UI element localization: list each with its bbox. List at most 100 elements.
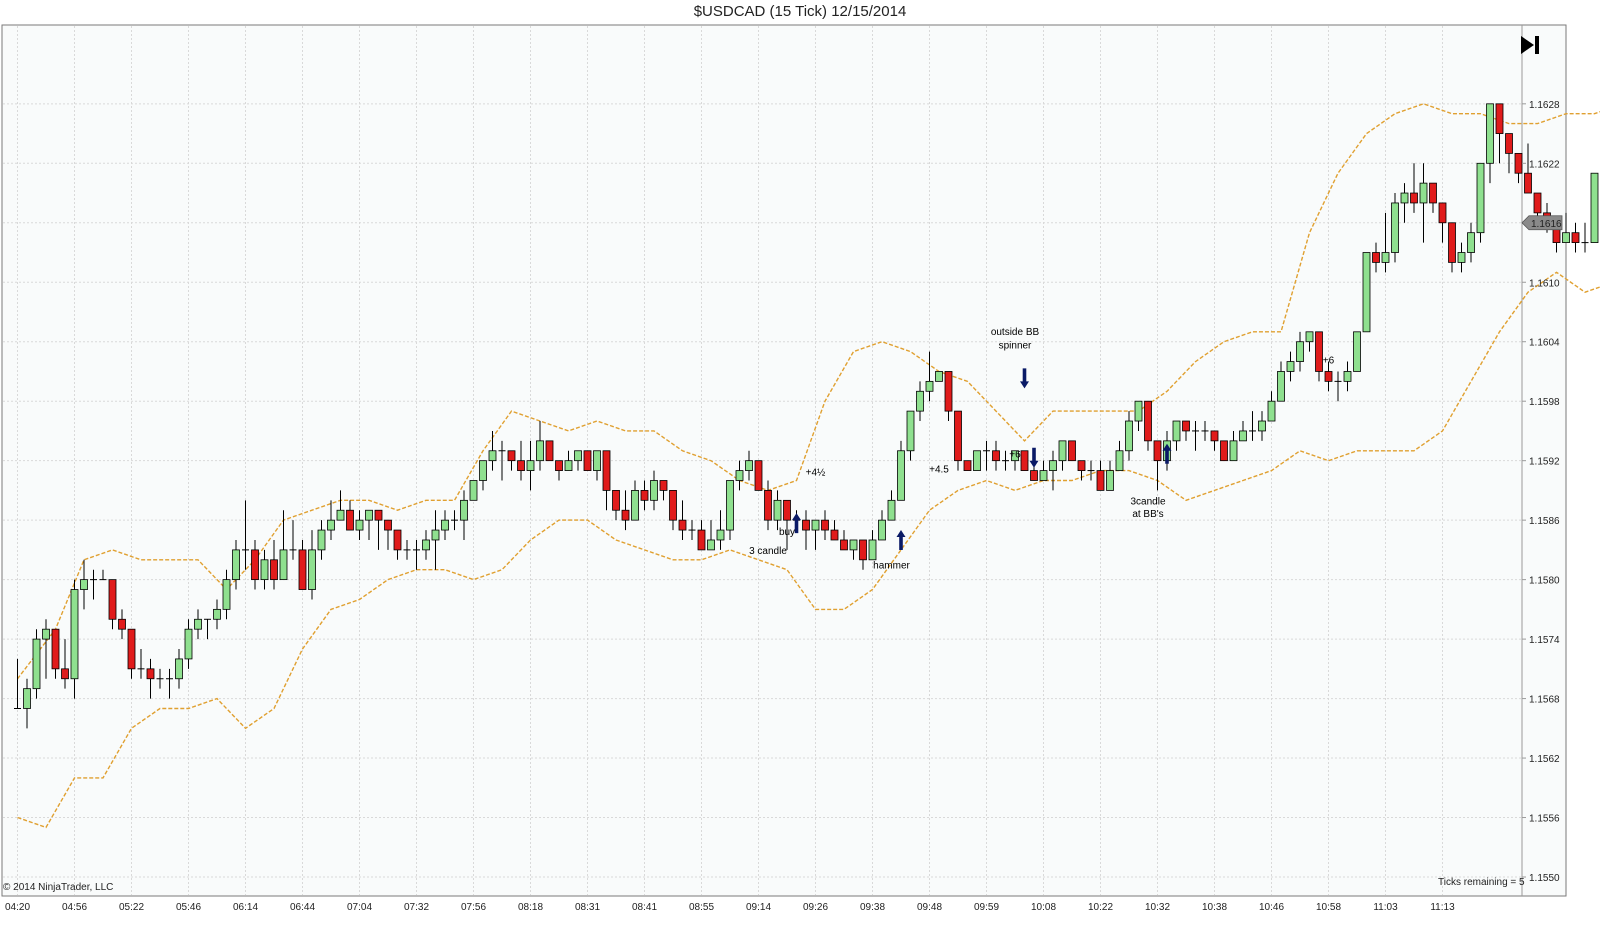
candle: [14, 658, 21, 709]
candle-body: [1448, 222, 1456, 263]
candle: [213, 599, 221, 630]
chart-annotation: 3candle: [1130, 496, 1165, 507]
candle: [507, 450, 516, 471]
candle-body: [61, 668, 69, 680]
annotations: 3 candle buy +4½ hammer +4.5 outside BB spinne…: [749, 327, 1335, 572]
candle-body: [1277, 371, 1285, 402]
last-price-label: 1.1616: [1531, 219, 1562, 230]
x-tick-label: 09:48: [917, 902, 942, 913]
candle-body: [298, 549, 307, 590]
candle: [659, 480, 668, 501]
candle: [1020, 450, 1029, 471]
candle: [640, 480, 649, 511]
x-tick-label: 04:20: [5, 902, 30, 913]
candle: [146, 658, 155, 699]
buy-arrow-icon: [1162, 443, 1172, 464]
candle-body: [1410, 192, 1418, 204]
candle-body: [707, 539, 715, 551]
candle: [1343, 361, 1352, 392]
candle-body: [80, 579, 88, 590]
candle-body: [735, 470, 744, 481]
candle: [479, 460, 487, 491]
candle-body: [602, 450, 611, 491]
bollinger-bands: [16, 103, 1600, 829]
candle-body: [1362, 252, 1371, 333]
candle: [1049, 450, 1057, 491]
candle-body: [1505, 133, 1513, 154]
candle-body: [726, 480, 734, 531]
copyright-text: © 2014 NinjaTrader, LLC: [3, 882, 114, 893]
candle: [1087, 460, 1095, 481]
candle: [935, 371, 943, 382]
candle-body: [887, 499, 896, 521]
candle: [1077, 460, 1086, 481]
x-tick-label: 08:18: [518, 902, 543, 913]
candle-body: [355, 519, 364, 531]
candle: [859, 539, 867, 570]
candle: [545, 440, 554, 462]
candle: [90, 569, 97, 600]
candle-body: [640, 490, 649, 501]
candle: [166, 668, 173, 699]
candle: [460, 490, 468, 540]
candle: [678, 500, 687, 540]
candle-body: [1533, 192, 1542, 214]
candle-body: [697, 529, 706, 551]
y-tick-label: 1.1622: [1529, 159, 1560, 170]
candle: [897, 440, 905, 501]
candle: [878, 510, 886, 541]
candle-body: [32, 638, 41, 690]
candle: [650, 470, 658, 511]
candle: [1096, 460, 1105, 491]
candle-body: [1381, 252, 1390, 263]
candle-body: [146, 668, 155, 680]
candle: [108, 579, 117, 630]
candle: [1249, 411, 1256, 441]
candle: [593, 450, 601, 481]
candle: [1229, 430, 1238, 462]
candle-body: [621, 509, 630, 521]
candle-body: [840, 539, 848, 551]
candle: [1571, 222, 1580, 253]
x-tick-label: 08:41: [632, 902, 657, 913]
candle: [1362, 252, 1371, 333]
candle: [517, 440, 525, 481]
candle: [260, 549, 269, 590]
candle-body: [222, 579, 231, 610]
x-tick-label: 10:58: [1316, 902, 1341, 913]
candle: [51, 628, 60, 679]
chart-annotation: +6: [1323, 356, 1335, 367]
skip-to-end-icon[interactable]: [1518, 34, 1542, 56]
candle: [317, 520, 326, 560]
candle-body: [935, 371, 943, 382]
candle: [194, 609, 202, 640]
candle-body: [70, 589, 79, 680]
candle-body: [1068, 440, 1076, 462]
candle-body: [650, 480, 658, 501]
candle-body: [1134, 400, 1143, 422]
candle-body: [1562, 232, 1570, 243]
candle-body: [745, 460, 753, 471]
candle-body: [422, 539, 430, 551]
candle-body: [194, 618, 202, 630]
candle: [1324, 361, 1333, 392]
candle: [764, 480, 772, 531]
candle-body: [1324, 371, 1333, 382]
candle: [279, 510, 288, 581]
x-tick-label: 06:44: [290, 902, 315, 913]
y-tick-label: 1.1568: [1529, 695, 1560, 706]
candle-body: [1011, 450, 1019, 462]
candle-body: [441, 519, 449, 531]
candle: [631, 480, 639, 521]
candle-body: [469, 480, 478, 501]
candle: [954, 410, 962, 471]
candle-body: [659, 480, 668, 491]
candle: [973, 450, 981, 471]
candle-body: [1391, 202, 1399, 253]
y-tick-label: 1.1580: [1529, 576, 1560, 587]
y-tick-label: 1.1586: [1529, 516, 1560, 527]
candle-body: [536, 440, 544, 462]
sell-arrow-icon: [1029, 447, 1039, 468]
candle-body: [336, 509, 345, 521]
